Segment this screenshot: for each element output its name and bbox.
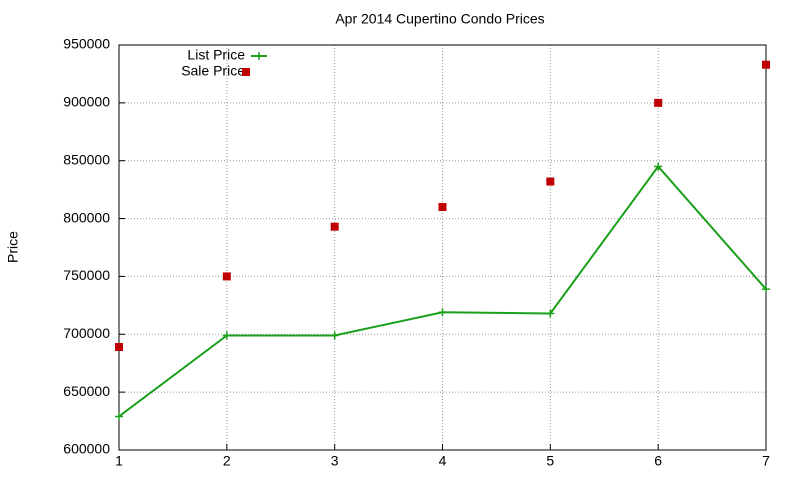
y-tick-label: 650000 xyxy=(63,383,110,399)
plot-border xyxy=(118,44,767,451)
point xyxy=(762,60,770,69)
x-tick-label: 7 xyxy=(762,453,770,469)
legend-swatch xyxy=(242,68,250,76)
x-tick-label: 6 xyxy=(654,453,662,469)
y-tick-label: 600000 xyxy=(63,441,110,457)
point xyxy=(115,343,123,352)
x-tick-label: 3 xyxy=(331,453,339,469)
x-tick-label: 5 xyxy=(546,453,554,469)
point xyxy=(438,308,447,317)
point xyxy=(546,177,555,186)
point xyxy=(546,309,555,318)
y-tick-label: 800000 xyxy=(63,209,110,225)
chart-title: Apr 2014 Cupertino Condo Prices xyxy=(335,11,544,27)
y-tick-label: 850000 xyxy=(63,151,110,167)
x-tick-label: 4 xyxy=(439,453,447,469)
point xyxy=(330,331,339,340)
point xyxy=(222,331,231,340)
x-tick-label: 2 xyxy=(223,453,231,469)
point xyxy=(115,412,123,421)
x-tick-label: 1 xyxy=(115,453,123,469)
y-tick-label: 700000 xyxy=(63,325,110,341)
point xyxy=(654,162,663,171)
y-axis-label: Price xyxy=(5,231,21,263)
legend-label: Sale Price xyxy=(181,63,245,79)
point xyxy=(762,285,770,294)
point xyxy=(438,203,447,211)
point xyxy=(330,222,339,231)
point xyxy=(222,272,231,281)
y-tick-label: 950000 xyxy=(63,36,110,52)
y-tick-label: 750000 xyxy=(63,267,110,283)
legend-swatch xyxy=(255,52,263,60)
y-tick-label: 900000 xyxy=(63,94,110,110)
legend-label: List Price xyxy=(187,47,245,63)
point xyxy=(654,98,663,107)
